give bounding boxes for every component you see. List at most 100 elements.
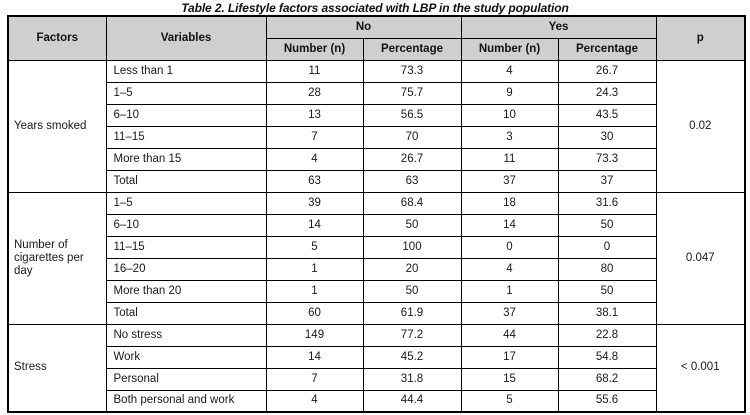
no-percentage-cell: 68.4 [362,191,462,215]
variable-cell: Both personal and work [105,389,267,413]
yes-percentage-cell: 37 [557,169,657,193]
table-row: Work 14 45.2 17 54.8 [8,345,745,369]
variable-cell: 6–10 [105,103,267,127]
yes-percentage-cell: 50 [557,279,657,303]
no-percentage-cell: 61.9 [362,301,462,325]
p-value-cell: < 0.001 [655,323,746,413]
variable-cell: 1–5 [105,81,267,105]
no-number-cell: 28 [265,81,364,105]
table-row: Number of cigarettes per day 1–5 39 68.4… [7,191,746,325]
yes-number-cell: 0 [460,235,559,259]
yes-percentage-cell: 50 [557,213,657,237]
table-row: More than 15 4 26.7 11 73.3 [8,147,745,171]
header-yes-percentage: Percentage [557,37,657,61]
variable-cell: 1–5 [105,191,267,215]
yes-number-cell: 17 [460,345,559,369]
factor-cell: Stress [7,323,107,413]
variable-cell: Total [105,301,267,325]
yes-number-cell: 5 [460,389,559,413]
no-number-cell: 7 [265,125,364,149]
table-row: Total 60 61.9 37 38.1 [8,301,745,325]
yes-percentage-cell: 80 [557,257,657,281]
yes-percentage-cell: 43.5 [557,103,657,127]
no-percentage-cell: 77.2 [362,323,462,347]
yes-number-cell: 4 [460,257,559,281]
table-header: Factors Variables No Yes p Number (n) Pe… [7,15,746,61]
yes-percentage-cell: 73.3 [557,147,657,171]
no-number-cell: 60 [265,301,364,325]
yes-number-cell: 11 [460,147,559,171]
yes-number-cell: 44 [460,323,559,347]
table-row: More than 20 1 50 1 50 [8,279,745,303]
no-percentage-cell: 100 [362,235,462,259]
header-no-group: No [265,15,462,39]
no-number-cell: 149 [265,323,364,347]
yes-number-cell: 3 [460,125,559,149]
yes-percentage-cell: 22.8 [557,323,657,347]
variable-cell: 11–15 [105,125,267,149]
no-percentage-cell: 45.2 [362,345,462,369]
no-number-cell: 13 [265,103,364,127]
yes-percentage-cell: 54.8 [557,345,657,369]
no-number-cell: 4 [265,389,364,413]
header-no-number: Number (n) [265,37,364,61]
table-row: 1–5 28 75.7 9 24.3 [8,81,745,105]
yes-percentage-cell: 0 [557,235,657,259]
no-percentage-cell: 56.5 [362,103,462,127]
factor-cell: Years smoked [7,59,107,193]
header-no-percentage: Percentage [362,37,462,61]
yes-percentage-cell: 38.1 [557,301,657,325]
table-row: Total 63 63 37 37 [8,169,745,193]
lifestyle-factors-table: Factors Variables No Yes p Number (n) Pe… [7,15,747,413]
yes-number-cell: 1 [460,279,559,303]
variable-cell: Work [105,345,267,369]
no-percentage-cell: 75.7 [362,81,462,105]
yes-number-cell: 15 [460,367,559,391]
no-number-cell: 5 [265,235,364,259]
table-row: Both personal and work 4 44.4 5 55.6 [8,389,745,413]
table-row: Years smoked Less than 1 11 73.3 4 26.7 … [7,59,746,193]
yes-number-cell: 9 [460,81,559,105]
yes-number-cell: 18 [460,191,559,215]
p-value-cell: 0.02 [655,59,746,193]
table-caption: Table 2. Lifestyle factors associated wi… [181,1,569,15]
table-row: 11–15 5 100 0 0 [8,235,745,259]
header-p: p [655,15,746,61]
no-percentage-cell: 50 [362,279,462,303]
yes-percentage-cell: 68.2 [557,367,657,391]
variable-cell: No stress [105,323,267,347]
table-row: 6–10 13 56.5 10 43.5 [8,103,745,127]
variable-cell: Less than 1 [105,59,267,83]
variable-cell: Total [105,169,267,193]
yes-percentage-cell: 31.6 [557,191,657,215]
variable-cell: 11–15 [105,235,267,259]
no-number-cell: 14 [265,213,364,237]
no-number-cell: 1 [265,279,364,303]
yes-percentage-cell: 26.7 [557,59,657,83]
yes-number-cell: 4 [460,59,559,83]
header-yes-number: Number (n) [460,37,559,61]
no-number-cell: 39 [265,191,364,215]
yes-number-cell: 37 [460,301,559,325]
no-number-cell: 11 [265,59,364,83]
table-row: 11–15 7 70 3 30 [8,125,745,149]
yes-number-cell: 37 [460,169,559,193]
variable-cell: More than 15 [105,147,267,171]
yes-number-cell: 14 [460,213,559,237]
header-row-2: Number (n) Percentage Number (n) Percent… [8,37,745,61]
no-percentage-cell: 63 [362,169,462,193]
no-number-cell: 4 [265,147,364,171]
no-percentage-cell: 31.8 [362,367,462,391]
yes-number-cell: 10 [460,103,559,127]
no-number-cell: 1 [265,257,364,281]
variable-cell: 16–20 [105,257,267,281]
factor-cell: Number of cigarettes per day [7,191,107,325]
yes-percentage-cell: 55.6 [557,389,657,413]
variable-cell: Personal [105,367,267,391]
no-percentage-cell: 44.4 [362,389,462,413]
p-value-cell: 0.047 [655,191,746,325]
no-percentage-cell: 73.3 [362,59,462,83]
no-percentage-cell: 20 [362,257,462,281]
table-row: Personal 7 31.8 15 68.2 [8,367,745,391]
